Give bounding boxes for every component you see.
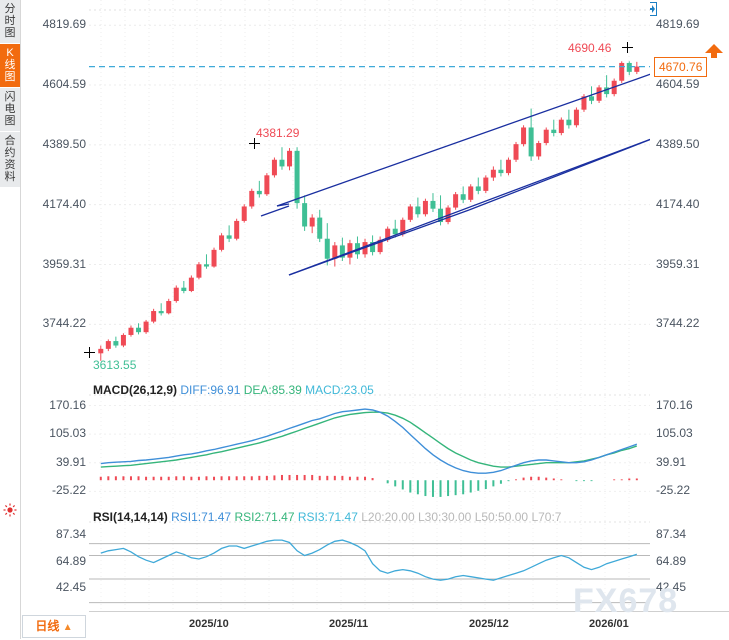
axis-tick-label: 4389.50 — [656, 136, 700, 151]
axis-tick-label: 4604.59 — [42, 77, 86, 92]
macd-macd-value: MACD:23.05 — [305, 383, 374, 397]
time-axis-label: 2025/12 — [469, 618, 509, 630]
macd-title: MACD(26,12,9) — [93, 383, 178, 397]
rsi-chart[interactable] — [89, 508, 650, 611]
time-axis-label: 2026/01 — [589, 618, 629, 630]
sidebar-item-minute-chart[interactable]: 分时图 — [0, 0, 20, 44]
macd-chart[interactable] — [89, 381, 650, 506]
sidebar-item-label: 电 — [4, 103, 16, 115]
sidebar-item-label: 图 — [4, 115, 16, 127]
period-high-marker-icon — [622, 42, 633, 53]
timeframe-button[interactable]: 日线 ▲ — [22, 615, 86, 638]
axis-tick-label: 105.03 — [49, 426, 86, 441]
rsi-l20-value: L20:20.00 — [361, 510, 415, 524]
axis-tick-label: -25.22 — [656, 483, 691, 498]
axis-tick-label: 3744.22 — [42, 316, 86, 331]
rsi-legend: RSI(14,14,14) RSI1:71.47 RSI2:71.47 RSI3… — [93, 510, 561, 524]
axis-tick-label: 170.16 — [656, 397, 693, 412]
annotation-period-low: 3613.55 — [93, 358, 137, 372]
current-price-tag[interactable]: 4670.76 — [654, 57, 708, 77]
annotation-period-high: 4690.46 — [568, 41, 612, 55]
timeframe-button-label: 日线 — [35, 619, 60, 633]
rsi-l30-value: L30:30.00 — [417, 510, 472, 524]
time-axis-label: 2025/11 — [329, 618, 369, 630]
sidebar-item-label: 图 — [4, 71, 16, 83]
sidebar-item-label: 闪 — [4, 91, 16, 103]
sidebar-item-label: 图 — [4, 27, 16, 39]
sidebar-item-contract-info[interactable]: 合约资料 — [0, 132, 20, 188]
sidebar-item-lightning-chart[interactable]: 闪电图 — [0, 88, 20, 132]
rsi1-value: RSI1:71.47 — [171, 510, 232, 524]
axis-tick-label: 4174.40 — [42, 196, 86, 211]
axis-tick-label: -25.22 — [51, 483, 86, 498]
sidebar-item-label: 料 — [4, 171, 16, 183]
axis-tick-label: 4174.40 — [656, 196, 700, 211]
axis-tick-label: 87.34 — [656, 527, 687, 542]
rsi3-value: RSI3:71.47 — [297, 510, 358, 524]
rsi-l70-value: L70:7 — [531, 510, 562, 524]
sidebar-item-label: 时 — [4, 15, 16, 27]
axis-tick-label: 105.03 — [656, 426, 693, 441]
axis-tick-label: 39.91 — [55, 454, 86, 469]
rsi-l50-value: L50:50.00 — [474, 510, 529, 524]
macd-legend: MACD(26,12,9) DIFF:96.91 DEA:85.39 MACD:… — [93, 383, 374, 397]
period-low-marker-icon — [84, 347, 95, 358]
sidebar-item-label: 约 — [4, 147, 16, 159]
rsi-title: RSI(14,14,14) — [93, 510, 168, 524]
axis-tick-label: 3959.31 — [42, 256, 86, 271]
axis-tick-label: 64.89 — [656, 553, 687, 568]
caret-up-icon: ▲ — [62, 622, 73, 633]
sidebar-item-label: K — [6, 47, 14, 59]
axis-tick-label: 170.16 — [49, 397, 86, 412]
price-chart[interactable] — [89, 0, 650, 378]
sidebar-item-label: 分 — [4, 3, 16, 15]
axis-tick-label: 42.45 — [656, 579, 687, 594]
price-tag-arrow-icon — [705, 44, 723, 58]
sidebar-item-label: 合 — [4, 135, 16, 147]
axis-tick-label: 3959.31 — [656, 256, 700, 271]
axis-tick-label: 64.89 — [55, 553, 86, 568]
sidebar-item-label: 线 — [4, 59, 16, 71]
annotation-swing-high: 4381.29 — [256, 126, 300, 140]
axis-tick-label: 4389.50 — [42, 136, 86, 151]
rsi2-value: RSI2:71.47 — [234, 510, 295, 524]
axis-tick-label: 87.34 — [55, 527, 86, 542]
macd-dea-value: DEA:85.39 — [243, 383, 302, 397]
axis-tick-label: 42.45 — [55, 579, 86, 594]
axis-tick-label: 4604.59 — [656, 77, 700, 92]
sun-settings-icon[interactable] — [3, 503, 17, 517]
swing-high-marker-icon — [249, 138, 260, 149]
time-axis: 2025/10 2025/11 2025/12 2026/01 — [89, 611, 729, 640]
sidebar-item-label: 资 — [4, 159, 16, 171]
axis-tick-label: 4819.69 — [656, 17, 700, 32]
time-axis-label: 2025/10 — [189, 618, 229, 630]
macd-diff-value: DIFF:96.91 — [180, 383, 241, 397]
axis-tick-label: 3744.22 — [656, 316, 700, 331]
axis-tick-label: 39.91 — [656, 454, 687, 469]
axis-tick-label: 4819.69 — [42, 17, 86, 32]
